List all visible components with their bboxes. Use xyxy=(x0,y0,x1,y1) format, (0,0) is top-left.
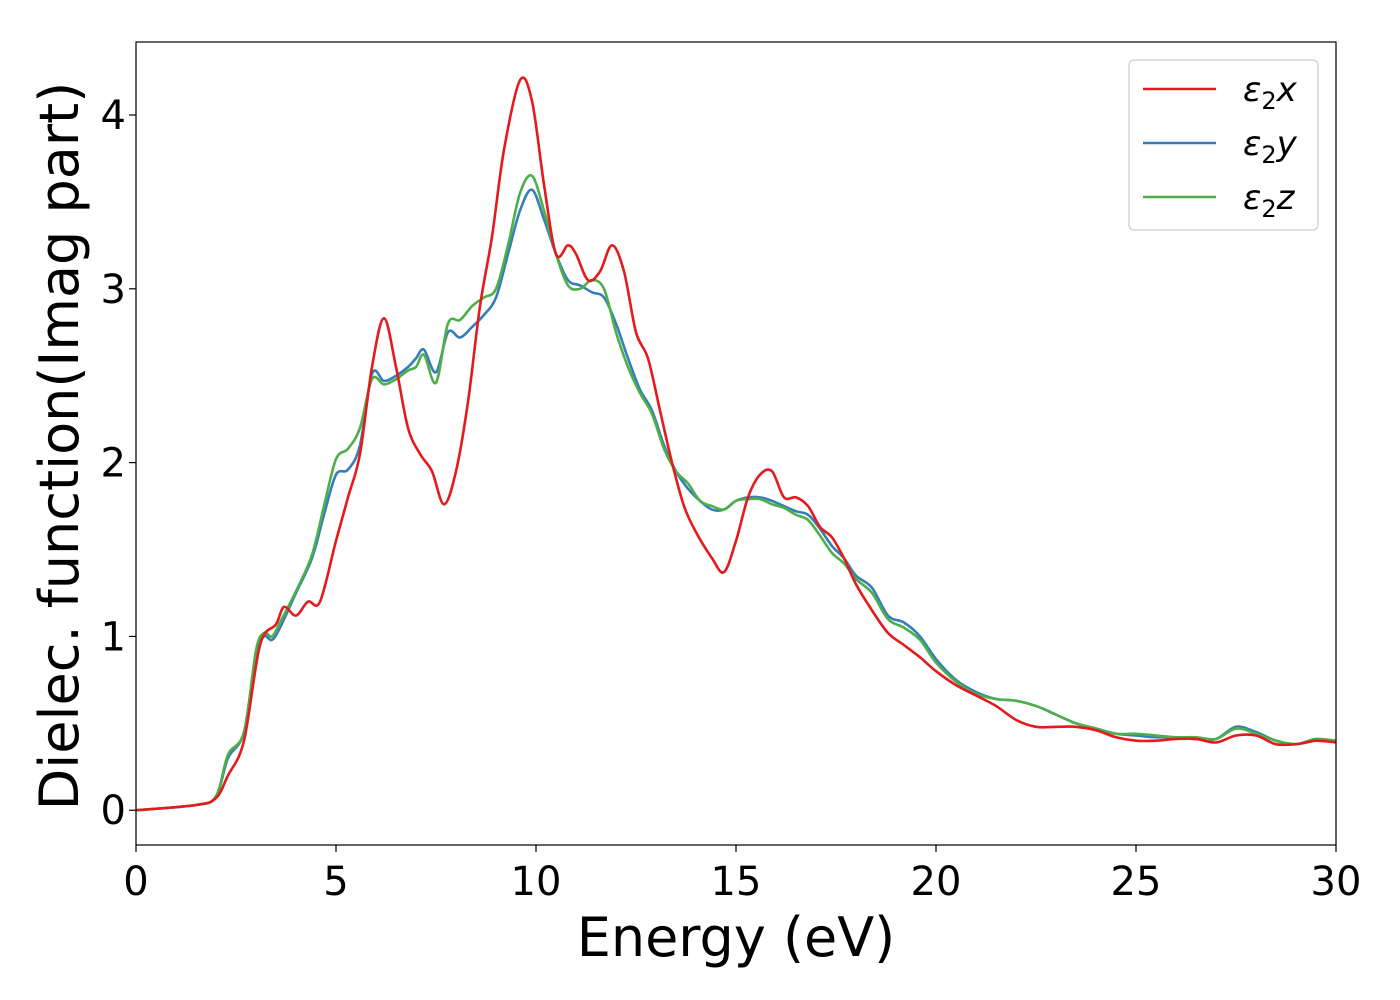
y-tick-label: 2 xyxy=(101,441,126,487)
y-axis-ticks: 0 1 2 3 4 xyxy=(101,93,136,834)
y-tick-label: 3 xyxy=(101,267,126,313)
x-axis-ticks: 0 5 10 15 20 25 30 xyxy=(123,845,1361,905)
x-axis-label: Energy (eV) xyxy=(577,906,896,969)
x-tick-label: 25 xyxy=(1111,859,1162,905)
y-tick-label: 0 xyxy=(101,788,126,834)
x-tick-label: 5 xyxy=(323,859,348,905)
series-lines xyxy=(135,76,1337,812)
legend-label-y: ε2y xyxy=(1243,124,1298,169)
y-axis-label: Dielec. function(Imag part) xyxy=(28,82,91,811)
legend-label-x: ε2x xyxy=(1243,70,1298,115)
series-line-z xyxy=(135,174,1337,812)
legend-label-z: ε2z xyxy=(1243,178,1296,223)
y-tick-label: 4 xyxy=(101,93,126,139)
y-tick-label: 1 xyxy=(101,614,126,660)
x-tick-label: 10 xyxy=(511,859,562,905)
legend: ε2x ε2y ε2z xyxy=(1128,59,1319,231)
legend-frame xyxy=(1128,59,1319,231)
x-tick-label: 15 xyxy=(711,859,762,905)
x-tick-label: 0 xyxy=(123,859,148,905)
series-line-x xyxy=(135,76,1337,812)
x-tick-label: 20 xyxy=(911,859,962,905)
x-tick-label: 30 xyxy=(1311,859,1362,905)
